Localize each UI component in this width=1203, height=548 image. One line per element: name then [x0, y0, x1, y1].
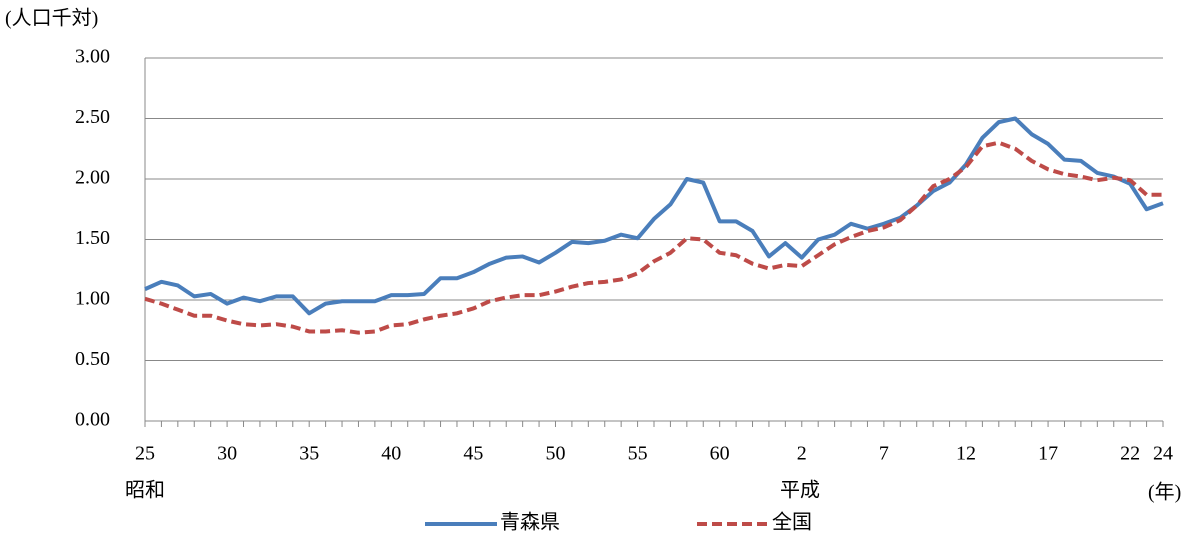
x-tick-label: 60: [710, 443, 730, 465]
y-tick-label: 0.50: [75, 348, 110, 370]
era-label: 平成: [780, 479, 820, 502]
y-tick-label: 2.00: [75, 167, 110, 189]
x-tick-label: 24: [1153, 443, 1173, 465]
y-tick-label: 0.00: [75, 409, 110, 431]
x-tick-label: 30: [217, 443, 237, 465]
x-tick-label: 45: [463, 443, 483, 465]
x-tick-label: 35: [299, 443, 319, 465]
x-tick-label: 25: [135, 443, 155, 465]
data-line: [144, 140, 1163, 335]
legend-label: 青森県: [500, 511, 560, 534]
x-tick-label: 2: [797, 443, 807, 465]
x-tick-label: 55: [628, 443, 648, 465]
data-line: [144, 116, 1164, 316]
x-tick-label: 12: [956, 443, 976, 465]
y-tick-label: 2.50: [75, 106, 110, 128]
era-label: 昭和: [125, 479, 165, 502]
x-tick-label: 22: [1120, 443, 1140, 465]
x-unit-label: (年): [1148, 481, 1181, 504]
y-tick-label: 1.50: [75, 227, 110, 249]
x-tick-label: 40: [381, 443, 401, 465]
x-tick-label: 50: [545, 443, 565, 465]
y-tick-label: 3.00: [75, 46, 110, 68]
x-tick-label: 7: [879, 443, 889, 465]
x-tick-label: 17: [1038, 443, 1058, 465]
y-unit-label: (人口千対): [5, 7, 98, 30]
y-tick-label: 1.00: [75, 288, 110, 310]
legend-label: 全国: [772, 511, 812, 534]
